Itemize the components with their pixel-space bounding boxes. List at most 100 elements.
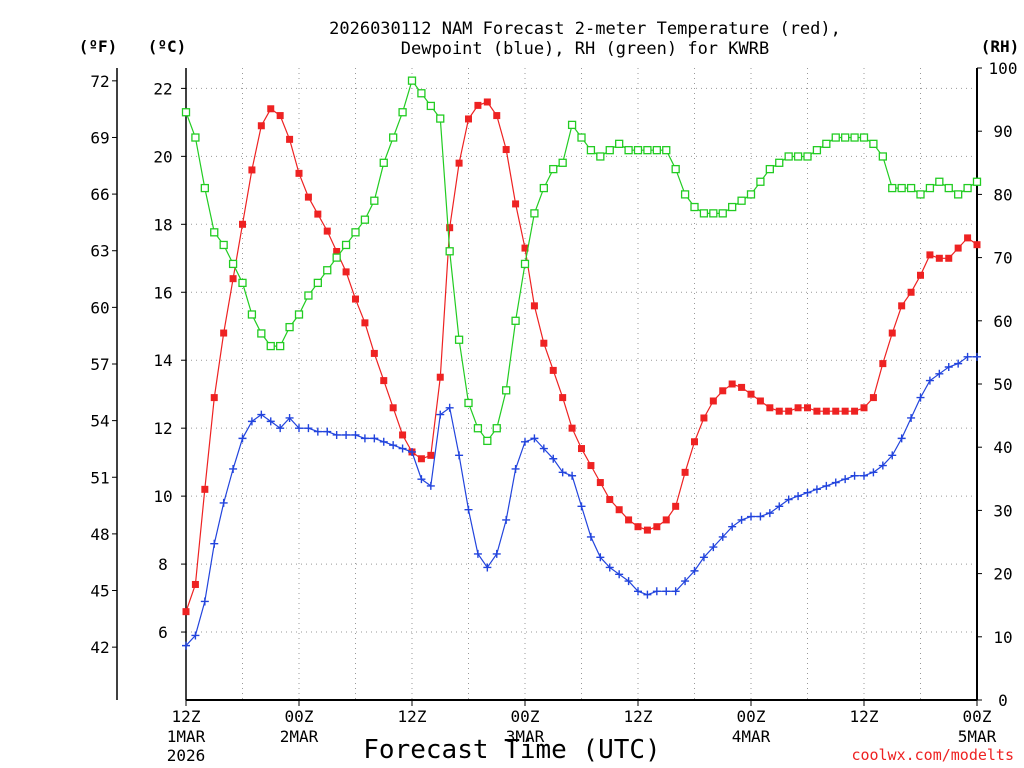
temperature-point xyxy=(361,319,369,327)
dewpoint-point xyxy=(182,641,190,650)
temperature-point xyxy=(229,275,237,283)
temperature-point xyxy=(417,455,425,463)
rh-point xyxy=(596,152,605,161)
temperature-point xyxy=(898,302,906,310)
rh-point xyxy=(643,146,652,155)
dewpoint-point xyxy=(803,488,812,497)
dewpoint-point xyxy=(728,522,737,531)
dewpoint-point xyxy=(351,430,360,439)
dewpoint-point xyxy=(784,495,793,504)
dewpoint-point xyxy=(615,570,624,579)
fahrenheit-unit-label: (ºF) xyxy=(79,37,118,56)
rh-point xyxy=(228,259,238,269)
x-tick-year: 2026 xyxy=(167,746,206,765)
dewpoint-point xyxy=(831,478,840,487)
temperature-point xyxy=(210,394,218,402)
temperature-point xyxy=(625,516,633,524)
rh-point xyxy=(549,164,558,174)
rh-point xyxy=(775,158,784,167)
dewpoint-point xyxy=(530,434,539,443)
rh-point xyxy=(407,76,417,85)
temperature-point xyxy=(700,414,708,422)
axes xyxy=(112,67,982,706)
rh-point xyxy=(954,190,963,199)
rh-point xyxy=(567,120,577,130)
rh-point xyxy=(624,146,633,155)
celsius-tick-label: 12 xyxy=(153,419,172,438)
temperature-point xyxy=(596,479,604,487)
rh-point xyxy=(389,133,398,142)
rh-point xyxy=(699,209,709,218)
temperature-point xyxy=(606,496,614,504)
dewpoint-point xyxy=(954,359,963,368)
rh-point xyxy=(690,202,699,212)
rh-point xyxy=(831,133,840,142)
temperature-point xyxy=(935,254,943,262)
celsius-tick-label: 22 xyxy=(153,79,172,98)
celsius-tick-label: 10 xyxy=(153,487,172,506)
rh-point xyxy=(219,240,228,250)
rh-point xyxy=(841,133,850,142)
dewpoint-point xyxy=(765,509,774,518)
rh-point xyxy=(341,240,351,250)
rh-point xyxy=(737,196,746,205)
dewpoint-point xyxy=(247,417,256,426)
rh-unit-label: (RH) xyxy=(981,37,1020,56)
temperature-point xyxy=(201,485,209,493)
rh-point xyxy=(605,146,614,155)
dewpoint-point xyxy=(379,437,388,446)
rh-tick-label: 50 xyxy=(993,375,1012,394)
rh-point xyxy=(313,278,322,288)
dewpoint-point xyxy=(417,475,426,484)
x-tick-label: 00Z xyxy=(511,707,540,726)
rh-point xyxy=(765,164,774,174)
rh-point xyxy=(728,202,737,212)
rh-point xyxy=(652,146,661,155)
temperature-point xyxy=(860,404,868,412)
dewpoint-point xyxy=(775,502,784,511)
rh-point xyxy=(869,139,878,148)
temperature-point xyxy=(615,506,623,514)
x-axis-title: Forecast Time (UTC) xyxy=(363,735,660,765)
fahrenheit-tick-label: 57 xyxy=(90,355,109,374)
temperature-point xyxy=(964,234,972,242)
temperature-point xyxy=(267,105,275,113)
dewpoint-point xyxy=(408,447,416,456)
rh-point xyxy=(238,278,247,288)
rh-point xyxy=(276,341,285,351)
fahrenheit-tick-label: 42 xyxy=(90,638,109,657)
temperature-point xyxy=(681,468,689,476)
dewpoint-point xyxy=(973,352,981,361)
temperature-point xyxy=(549,366,557,374)
dewpoint-point xyxy=(652,587,661,596)
fahrenheit-tick-label: 45 xyxy=(90,582,109,601)
rh-point xyxy=(925,183,935,193)
dewpoint-point xyxy=(229,464,238,473)
chart-title-line1: 2026030112 NAM Forecast 2-meter Temperat… xyxy=(329,19,841,39)
fahrenheit-tick-label: 63 xyxy=(90,242,109,261)
rh-point xyxy=(417,89,426,98)
rh-point xyxy=(304,291,313,300)
rh-point xyxy=(285,322,294,332)
celsius-unit-label: (ºC) xyxy=(148,37,187,56)
temperature-point xyxy=(465,115,472,123)
temperature-point xyxy=(286,135,294,143)
temperature-point xyxy=(691,438,698,446)
dewpoint-point xyxy=(662,587,671,596)
dewpoint-point xyxy=(295,424,303,433)
rh-point xyxy=(520,259,530,269)
fahrenheit-tick-label: 60 xyxy=(90,298,109,317)
rh-point xyxy=(662,146,671,155)
dewpoint-point xyxy=(389,441,398,450)
dewpoint-point xyxy=(502,515,511,524)
rh-point xyxy=(793,152,803,161)
x-tick-label: 12Z xyxy=(172,707,201,726)
temperature-point xyxy=(474,101,482,109)
x-tick-label: 12Z xyxy=(624,707,653,726)
dewpoint-point xyxy=(718,532,727,541)
temperature-point xyxy=(738,383,746,391)
dewpoint-point xyxy=(332,430,341,439)
celsius-tick-label: 20 xyxy=(153,147,172,166)
x-tick-label: 12Z xyxy=(398,707,427,726)
